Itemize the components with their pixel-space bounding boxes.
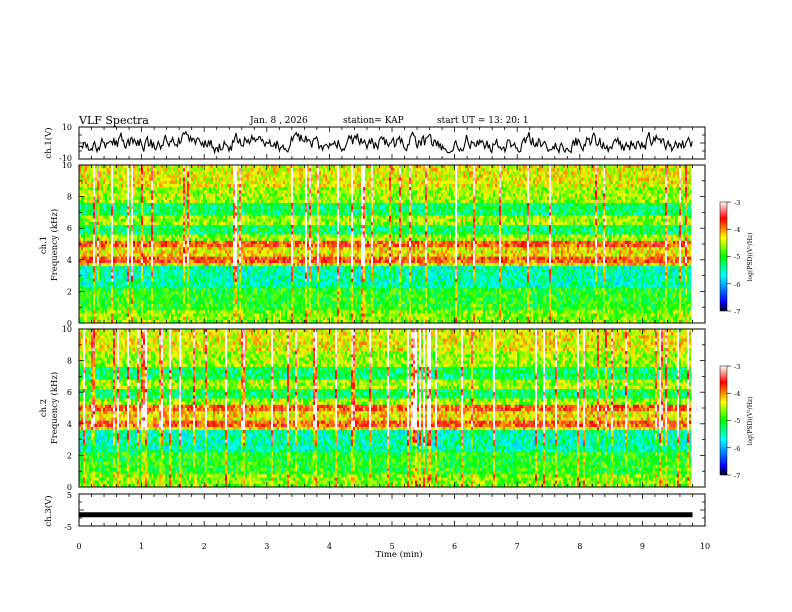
- ch1-frequency-label: Frequency (kHz): [49, 209, 60, 281]
- ch2-spectrogram-ytick-label: 2: [67, 451, 72, 460]
- ch3-ytick-bottom: -5: [64, 523, 72, 532]
- ch1-colorbar-tick-m6: -6: [734, 281, 740, 289]
- time-tick-label: 2: [202, 542, 207, 551]
- time-tick-label: 0: [76, 542, 81, 551]
- ch1-spectrogram-ytick-label: 2: [67, 287, 72, 296]
- ch2-spectrogram-ytick-label: 8: [67, 357, 72, 366]
- ch1-spectrogram-ytick-label: 6: [67, 224, 72, 233]
- ch1-colorbar-tick-m3: -3: [734, 199, 740, 207]
- ch1-spectrogram-ytick-label: 0: [67, 319, 72, 328]
- time-tick-label: 6: [452, 542, 457, 551]
- time-tick-label: 4: [327, 542, 332, 551]
- ch1-colorbar: -3 -4 -5 -6 -7 log(PSD)(V²/Hz): [719, 199, 754, 316]
- ch1-waveform-panel: 10 -10 ch.1(V): [43, 123, 706, 163]
- ch1-spectrogram-ytick-label: 4: [67, 256, 72, 265]
- ch1-spectrogram-ytick-label: 8: [67, 193, 72, 202]
- ch2-spectrogram-ytick-label: 0: [67, 483, 72, 492]
- ch1-colorbar-tick-m5: -5: [734, 253, 740, 261]
- time-tick-label: 3: [264, 542, 269, 551]
- ch1-colorbar-tick-m4: -4: [734, 226, 740, 234]
- time-axis-label: Time (min): [375, 549, 422, 560]
- time-tick-label: 1: [139, 542, 144, 551]
- ch2-channel-label: ch.2: [39, 399, 49, 417]
- ch2-colorbar-tick-m3: -3: [734, 363, 740, 371]
- figure-title: VLF Spectra: [78, 114, 149, 127]
- ch1-ytick-bottom: -10: [59, 154, 72, 163]
- time-tick-label: 8: [577, 542, 582, 551]
- ch1-spectrogram-ytick-label: 10: [62, 161, 72, 170]
- time-tick-label: 9: [640, 542, 645, 551]
- ch1-spectrogram-panel: 0 2 4 6 8 10 ch.1 Frequency (kHz): [39, 161, 706, 328]
- ch3-waveform-ylabel: ch.3(V): [43, 495, 54, 526]
- ch1-waveform-trace: [78, 130, 693, 155]
- time-tick-label: 5: [389, 542, 394, 551]
- ch3-ytick-top: 5: [67, 491, 72, 500]
- ch2-colorbar-label: log(PSD)(V²/Hz): [747, 397, 754, 446]
- ch2-spectrogram-ytick-label: 6: [67, 388, 72, 397]
- ch1-waveform-ylabel: ch.1(V): [43, 127, 54, 158]
- ch1-colorbar-label: log(PSD)(V²/Hz): [747, 233, 754, 282]
- start-time-label: start UT = 13: 20: 1: [437, 116, 529, 126]
- ch2-spectrogram-image: [79, 329, 692, 488]
- ch1-spectrogram-image: [79, 165, 692, 324]
- ch2-frequency-label: Frequency (kHz): [49, 372, 60, 444]
- ch1-colorbar-gradient: [719, 201, 728, 312]
- ch2-spectrogram-panel: 0 2 4 6 8 10 ch.2 Frequency (kHz): [39, 325, 706, 492]
- axis-ticks: [78, 126, 706, 527]
- ch2-colorbar-gradient: [719, 365, 728, 476]
- station-label: station= KAP: [343, 116, 404, 126]
- ch2-spectrogram-ytick-label: 4: [67, 420, 72, 429]
- ch1-colorbar-tick-m7: -7: [734, 308, 740, 316]
- ch2-colorbar: -3 -4 -5 -6 -7 log(PSD)(V²/Hz): [719, 363, 754, 480]
- date-label: Jan. 8 , 2026: [249, 116, 308, 126]
- ch3-waveform-panel: 5 -5 ch.3(V): [43, 491, 706, 532]
- ch2-colorbar-tick-m4: -4: [734, 390, 740, 398]
- ch2-colorbar-tick-m7: -7: [734, 472, 740, 480]
- time-axis-tick-labels: 0 1 2 3 4 5 6 7 8 9 10: [76, 542, 710, 551]
- time-tick-label: 10: [700, 542, 710, 551]
- time-tick-label: 7: [515, 542, 520, 551]
- ch2-colorbar-tick-m6: -6: [734, 445, 740, 453]
- ch1-channel-label: ch.1: [39, 236, 49, 254]
- ch1-ytick-top: 10: [62, 123, 72, 132]
- ch2-colorbar-tick-m5: -5: [734, 417, 740, 425]
- ch2-spectrogram-ytick-label: 10: [62, 325, 72, 334]
